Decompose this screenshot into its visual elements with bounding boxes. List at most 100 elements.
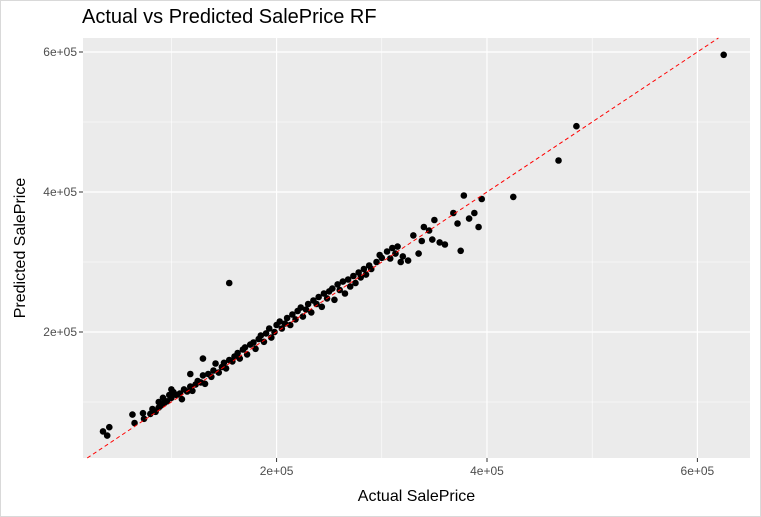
data-point [441, 241, 449, 248]
data-point [397, 258, 405, 266]
data-point [297, 304, 305, 311]
data-point [252, 345, 259, 353]
data-point [460, 192, 468, 199]
data-point [471, 209, 478, 217]
data-point [276, 318, 284, 325]
data-point [420, 223, 428, 231]
data-point [357, 274, 365, 281]
data-point [315, 293, 322, 301]
reference-line [86, 37, 719, 459]
data-point [187, 370, 194, 378]
data-point [352, 279, 359, 287]
data-point [399, 253, 407, 260]
data-point [465, 215, 473, 222]
data-point [106, 423, 113, 431]
grid-minor [83, 38, 750, 458]
data-point [260, 338, 268, 346]
data-point [168, 386, 175, 393]
x-tick-label: 6e+05 [681, 464, 715, 478]
data-point [475, 223, 482, 231]
data-point [457, 247, 464, 255]
data-point [262, 330, 270, 337]
data-point [346, 283, 354, 290]
data-point [573, 122, 580, 130]
data-point [362, 271, 370, 278]
data-point [286, 321, 294, 329]
data-point [103, 432, 111, 439]
data-point [339, 278, 347, 285]
data-point [208, 373, 215, 381]
data-point [360, 265, 368, 273]
data-point [215, 369, 223, 376]
y-axis-title: Predicted SalePrice [12, 178, 29, 319]
data-point [222, 365, 230, 372]
data-point [225, 279, 233, 287]
data-point [320, 290, 328, 297]
data-point [331, 296, 338, 304]
data-point [302, 306, 310, 313]
data-point [450, 209, 457, 217]
data-point [257, 332, 265, 339]
data-point [344, 276, 352, 283]
data-point [318, 303, 326, 311]
data-point [386, 255, 394, 262]
x-axis-title: Actual SalePrice [358, 488, 475, 505]
data-point [313, 300, 320, 308]
y-tick-label: 2e+05 [43, 325, 77, 339]
data-point [201, 380, 209, 388]
x-tick-label: 2e+05 [260, 464, 294, 478]
data-point [334, 281, 341, 288]
data-point [367, 265, 375, 273]
y-axis-ticks: 2e+05 4e+05 6e+05 [43, 45, 83, 339]
data-point [265, 325, 273, 332]
data-point [454, 220, 461, 227]
data-point [509, 193, 517, 201]
data-point [350, 272, 357, 280]
data-point [234, 349, 241, 357]
data-point [478, 195, 486, 203]
data-point [271, 328, 278, 336]
data-point [268, 334, 275, 341]
data-point [139, 409, 147, 417]
data-point [289, 311, 296, 318]
y-tick-label: 6e+05 [43, 45, 77, 59]
data-point [431, 216, 438, 224]
data-point [236, 355, 244, 362]
data-point [341, 290, 349, 297]
data-point [373, 258, 380, 266]
data-point [394, 243, 401, 250]
data-point [220, 359, 228, 367]
data-point [410, 232, 417, 239]
y-tick-label: 4e+05 [43, 185, 77, 199]
data-point [189, 387, 196, 395]
data-point [428, 236, 436, 243]
data-point [210, 367, 217, 374]
data-point [329, 285, 336, 292]
data-point [425, 227, 433, 234]
data-point [299, 313, 307, 320]
data-point [131, 419, 138, 427]
data-point [304, 300, 312, 308]
data-point [436, 239, 443, 246]
x-tick-label: 4e+05 [470, 464, 504, 478]
data-point [129, 411, 136, 418]
data-point [283, 314, 291, 322]
data-point [415, 250, 422, 257]
data-point [418, 237, 426, 245]
grid-major [83, 38, 750, 458]
data-point [292, 316, 299, 323]
data-point [168, 394, 175, 402]
plot-panel [83, 38, 750, 458]
data-point [155, 398, 163, 406]
data-point [178, 395, 186, 403]
data-point [140, 415, 148, 423]
chart-title: Actual vs Predicted SalePrice RF [82, 6, 377, 28]
x-axis-ticks: 2e+05 4e+05 6e+05 [260, 458, 715, 478]
data-point [99, 428, 107, 435]
data-point [404, 257, 412, 264]
data-point [199, 372, 207, 379]
data-point [378, 254, 386, 262]
data-point [383, 248, 391, 255]
data-point [555, 157, 562, 164]
